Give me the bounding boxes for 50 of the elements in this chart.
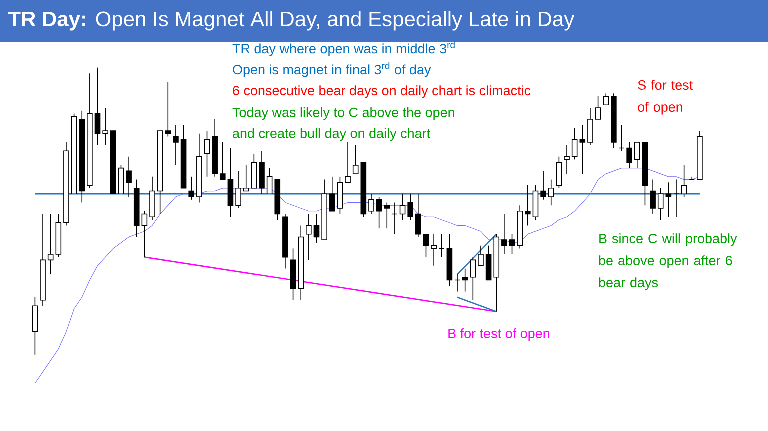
annotation: 6 consecutive bear days on daily chart is climactic <box>233 86 531 98</box>
chart-title: TR Day: Open Is Magnet All Day, and Especially Late in Day <box>8 11 575 31</box>
candlestick <box>102 108 108 146</box>
candlestick <box>173 124 179 166</box>
candlestick <box>674 179 680 218</box>
candlestick <box>517 205 523 250</box>
candlestick <box>48 214 54 275</box>
candlestick <box>126 156 132 198</box>
candlestick <box>564 144 570 174</box>
candlestick <box>454 274 460 292</box>
candlestick <box>666 182 672 218</box>
candlestick <box>392 202 398 235</box>
annotation: B since C will probably be above open after 6 bear days <box>599 234 738 290</box>
candlestick <box>548 179 554 206</box>
candlestick <box>212 119 218 178</box>
candlestick <box>611 93 617 149</box>
annotation: Open is magnet in final 3$^{rd}$ of day <box>233 62 432 78</box>
candlestick <box>134 179 140 238</box>
candlestick <box>87 73 93 189</box>
candlestick <box>282 214 288 270</box>
annotation: Today was likely to C above the open <box>232 107 454 120</box>
candlestick <box>228 148 234 218</box>
candlestick <box>236 170 242 209</box>
candlestick <box>431 234 437 266</box>
candlestick <box>79 110 86 204</box>
candlestick <box>298 225 304 301</box>
candlestick <box>540 170 546 200</box>
candlestick <box>525 185 531 226</box>
annotation: and create bull day on daily chart <box>233 128 430 142</box>
candlestick <box>290 248 296 301</box>
candlestick <box>502 214 508 255</box>
candlestick <box>416 194 422 238</box>
annotation: S for test of open <box>638 80 694 115</box>
candlestick <box>259 150 265 195</box>
candlestick <box>306 214 312 261</box>
candlestick <box>494 234 500 312</box>
candlestick <box>438 234 445 258</box>
candlestick <box>580 124 586 174</box>
candlestick <box>150 176 156 220</box>
candlestick <box>188 176 195 200</box>
candlestick <box>650 179 656 215</box>
text: TR day where open was in middle 3$^{rd}$ <box>232 41 455 56</box>
candlestick <box>588 108 594 146</box>
candlestick <box>94 67 101 146</box>
candlestick <box>40 214 46 307</box>
candlestick <box>658 188 664 220</box>
annotation: B for test of open <box>448 328 550 342</box>
candlestick <box>196 133 202 204</box>
candlestick <box>408 194 414 220</box>
candlestick <box>626 142 632 169</box>
